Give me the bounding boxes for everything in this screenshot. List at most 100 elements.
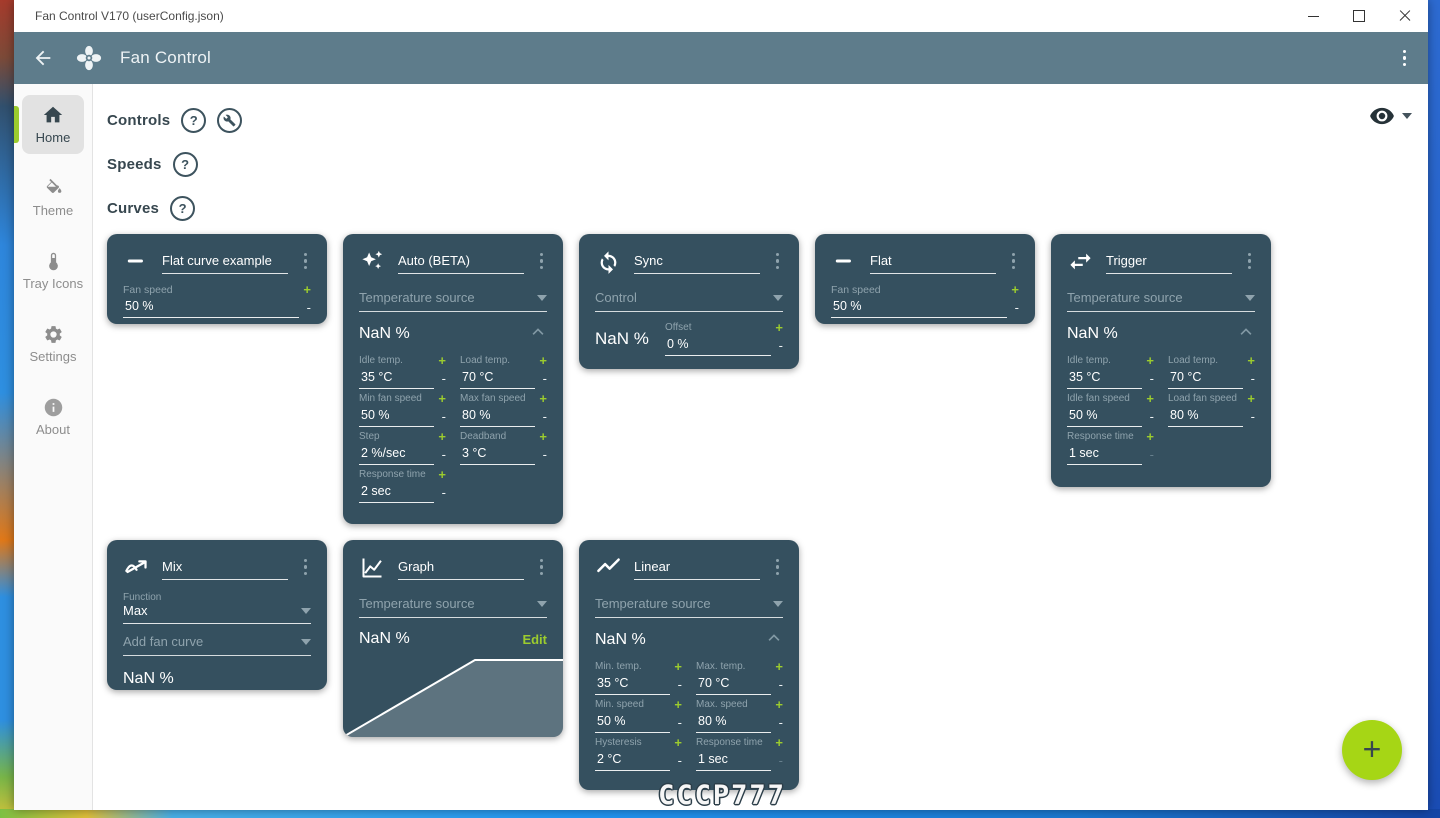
decrement-button[interactable]: -	[1014, 300, 1019, 315]
field-value-input[interactable]: 70 °C	[1168, 368, 1243, 389]
chevron-up-icon[interactable]	[765, 630, 783, 649]
overflow-menu-icon[interactable]	[1399, 46, 1411, 71]
decrement-button[interactable]: -	[778, 338, 783, 353]
field-value-input[interactable]: 80 %	[460, 406, 535, 427]
function-select[interactable]: Function Max	[123, 592, 311, 624]
curve-name-input[interactable]: Mix	[162, 559, 288, 580]
field-value-input[interactable]: 50 %	[123, 297, 299, 318]
field-value-input[interactable]: 3 °C	[460, 444, 535, 465]
increment-button[interactable]: +	[1146, 391, 1154, 406]
decrement-button[interactable]: -	[778, 753, 783, 768]
add-fab-button[interactable]: +	[1342, 720, 1402, 780]
decrement-button[interactable]: -	[677, 715, 682, 730]
card-menu-icon[interactable]	[536, 249, 548, 274]
field-value-input[interactable]: 50 %	[1067, 406, 1142, 427]
card-menu-icon[interactable]	[300, 249, 312, 274]
help-icon[interactable]: ?	[181, 107, 207, 133]
increment-button[interactable]: +	[674, 697, 682, 712]
increment-button[interactable]: +	[438, 391, 446, 406]
curve-name-input[interactable]: Flat curve example	[162, 253, 288, 274]
increment-button[interactable]: +	[1247, 353, 1255, 368]
increment-button[interactable]: +	[438, 353, 446, 368]
field-value-input[interactable]: 50 %	[359, 406, 434, 427]
field-value-input[interactable]: 2 %/sec	[359, 444, 434, 465]
help-icon[interactable]: ?	[172, 151, 198, 177]
sidebar-item-theme[interactable]: Theme	[22, 169, 84, 227]
minimize-button[interactable]	[1290, 0, 1336, 32]
increment-button[interactable]: +	[539, 391, 547, 406]
decrement-button[interactable]: -	[1149, 371, 1154, 386]
card-menu-icon[interactable]	[1244, 249, 1256, 274]
wrench-icon[interactable]	[217, 107, 243, 133]
help-icon[interactable]: ?	[170, 195, 196, 221]
increment-button[interactable]: +	[1011, 282, 1019, 297]
increment-button[interactable]: +	[1146, 429, 1154, 444]
decrement-button[interactable]: -	[542, 371, 547, 386]
field-value-input[interactable]: 2 sec	[359, 482, 434, 503]
increment-button[interactable]: +	[1146, 353, 1154, 368]
field-value-input[interactable]: 50 %	[831, 297, 1007, 318]
increment-button[interactable]: +	[775, 697, 783, 712]
control-select[interactable]: Control	[595, 290, 783, 312]
decrement-button[interactable]: -	[1149, 409, 1154, 424]
card-menu-icon[interactable]	[772, 249, 784, 274]
field-value-input[interactable]: 80 %	[1168, 406, 1243, 427]
card-menu-icon[interactable]	[772, 555, 784, 580]
sidebar-item-home[interactable]: Home	[22, 95, 84, 154]
temperature-source-select[interactable]: Temperature source	[595, 596, 783, 618]
field-value-input[interactable]: 35 °C	[595, 674, 670, 695]
decrement-button[interactable]: -	[441, 485, 446, 500]
increment-button[interactable]: +	[674, 659, 682, 674]
field-value-input[interactable]: 0 %	[665, 335, 771, 356]
back-button[interactable]	[28, 43, 58, 73]
increment-button[interactable]: +	[674, 735, 682, 750]
increment-button[interactable]: +	[438, 467, 446, 482]
curve-name-input[interactable]: Flat	[870, 253, 996, 274]
increment-button[interactable]: +	[1247, 391, 1255, 406]
decrement-button[interactable]: -	[677, 677, 682, 692]
decrement-button[interactable]: -	[441, 409, 446, 424]
add-fan-curve-select[interactable]: Add fan curve	[123, 634, 311, 656]
decrement-button[interactable]: -	[1250, 409, 1255, 424]
sidebar-item-settings[interactable]: Settings	[22, 315, 84, 373]
decrement-button[interactable]: -	[778, 677, 783, 692]
card-menu-icon[interactable]	[536, 555, 548, 580]
decrement-button[interactable]: -	[441, 371, 446, 386]
decrement-button[interactable]: -	[441, 447, 446, 462]
increment-button[interactable]: +	[775, 659, 783, 674]
field-value-input[interactable]: 2 °C	[595, 750, 670, 771]
curve-name-input[interactable]: Linear	[634, 559, 760, 580]
increment-button[interactable]: +	[539, 429, 547, 444]
card-menu-icon[interactable]	[300, 555, 312, 580]
card-menu-icon[interactable]	[1008, 249, 1020, 274]
decrement-button[interactable]: -	[1149, 447, 1154, 462]
visibility-dropdown[interactable]	[1369, 103, 1412, 129]
field-value-input[interactable]: 80 %	[696, 712, 771, 733]
decrement-button[interactable]: -	[306, 300, 311, 315]
increment-button[interactable]: +	[303, 282, 311, 297]
curve-name-input[interactable]: Sync	[634, 253, 760, 274]
field-value-input[interactable]: 35 °C	[1067, 368, 1142, 389]
decrement-button[interactable]: -	[778, 715, 783, 730]
sidebar-item-about[interactable]: About	[22, 388, 84, 446]
maximize-button[interactable]	[1336, 0, 1382, 32]
close-button[interactable]	[1382, 0, 1428, 32]
decrement-button[interactable]: -	[542, 409, 547, 424]
curve-name-input[interactable]: Trigger	[1106, 253, 1232, 274]
curve-name-input[interactable]: Auto (BETA)	[398, 253, 524, 274]
field-value-input[interactable]: 70 °C	[696, 674, 771, 695]
decrement-button[interactable]: -	[542, 447, 547, 462]
increment-button[interactable]: +	[775, 320, 783, 335]
curve-name-input[interactable]: Graph	[398, 559, 524, 580]
increment-button[interactable]: +	[775, 735, 783, 750]
field-value-input[interactable]: 1 sec	[1067, 444, 1142, 465]
field-value-input[interactable]: 35 °C	[359, 368, 434, 389]
field-value-input[interactable]: 70 °C	[460, 368, 535, 389]
field-value-input[interactable]: 50 %	[595, 712, 670, 733]
decrement-button[interactable]: -	[1250, 371, 1255, 386]
sidebar-item-tray-icons[interactable]: Tray Icons	[22, 242, 84, 300]
field-value-input[interactable]: 1 sec	[696, 750, 771, 771]
increment-button[interactable]: +	[539, 353, 547, 368]
increment-button[interactable]: +	[438, 429, 446, 444]
temperature-source-select[interactable]: Temperature source	[1067, 290, 1255, 312]
